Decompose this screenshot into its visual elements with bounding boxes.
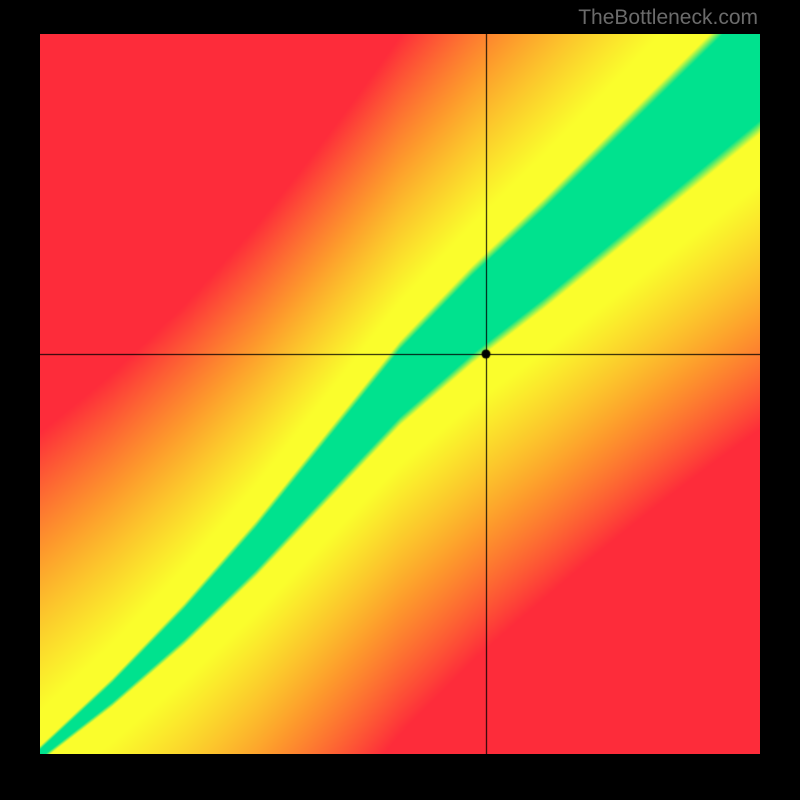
watermark-text: TheBottleneck.com <box>578 6 758 30</box>
bottleneck-heatmap <box>40 34 760 754</box>
chart-outer: TheBottleneck.com <box>0 0 800 800</box>
